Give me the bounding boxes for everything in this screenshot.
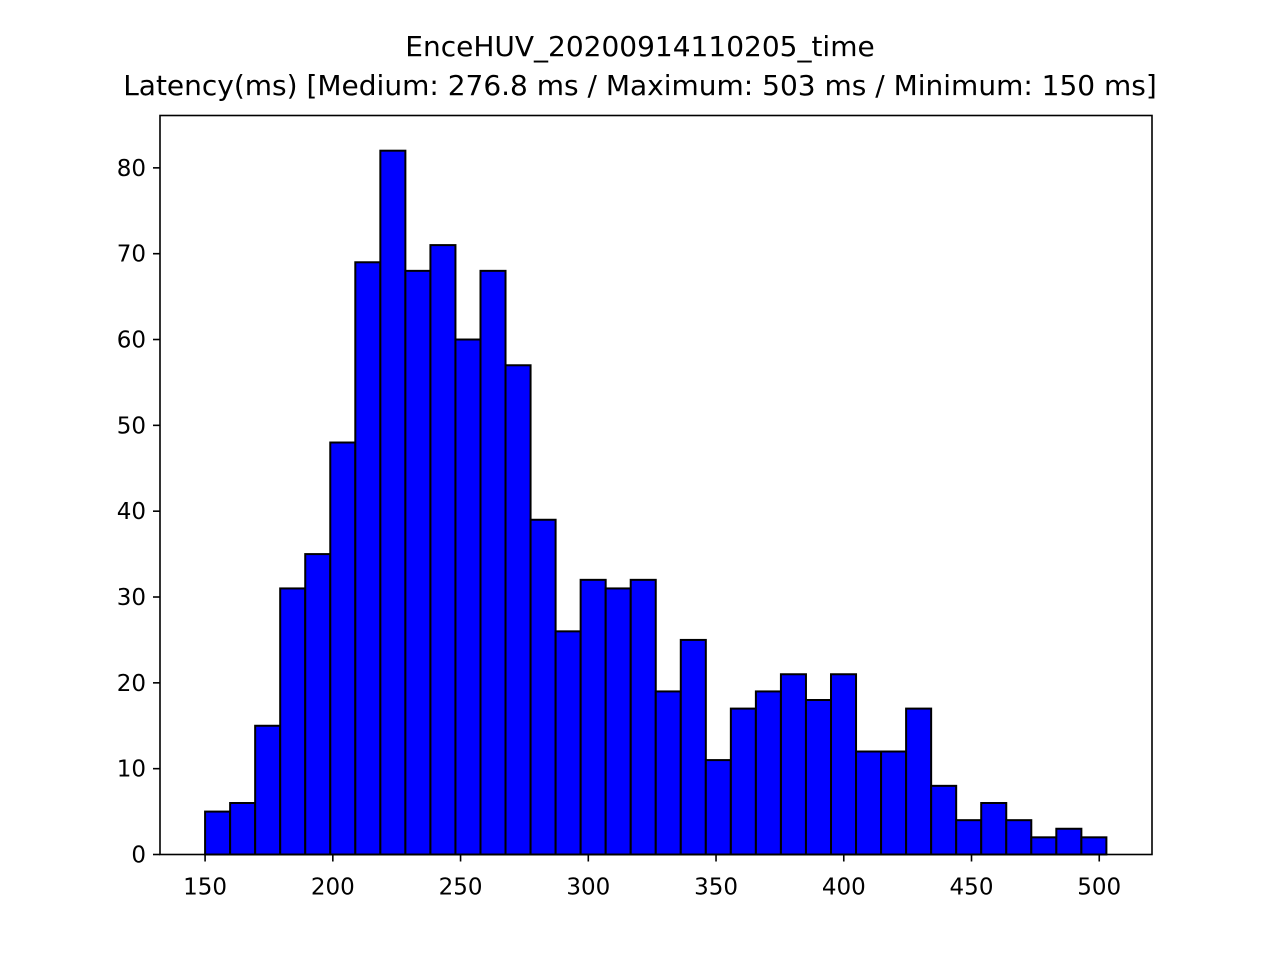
y-tick-label: 30 [117, 585, 146, 611]
histogram-bar [955, 819, 983, 856]
histogram-bar [429, 244, 457, 856]
histogram-bar [529, 518, 557, 856]
histogram-bar [729, 707, 757, 856]
histogram-bar [554, 630, 582, 856]
histogram-bar [604, 587, 632, 856]
histogram-bar [354, 261, 382, 856]
chart-subtitle: Latency(ms) [Medium: 276.8 ms / Maximum:… [123, 69, 1157, 102]
y-tick-label: 20 [117, 671, 146, 697]
histogram-bar [479, 269, 507, 856]
histogram-bar [629, 578, 657, 856]
histogram-bar [204, 810, 232, 856]
histogram-bar [880, 750, 908, 856]
histogram-bar [1030, 836, 1058, 856]
histogram-bar [679, 638, 707, 856]
histogram-bar [379, 149, 407, 856]
x-tick-label: 200 [311, 875, 355, 901]
histogram-bar [980, 802, 1008, 856]
y-tick-label: 50 [117, 413, 146, 439]
histogram-bar [304, 553, 332, 856]
x-tick-label: 350 [694, 875, 738, 901]
histogram-bar [930, 784, 958, 856]
y-tick-label: 60 [117, 328, 146, 354]
histogram-bar [855, 750, 883, 856]
histogram-bar [779, 673, 807, 856]
y-tick-label: 70 [117, 242, 146, 268]
histogram-bar [579, 578, 607, 856]
histogram-bar [654, 690, 682, 856]
x-tick-label: 400 [822, 875, 866, 901]
histogram-bar [829, 673, 858, 856]
histogram-bar [454, 338, 482, 856]
histogram-bar [229, 802, 257, 856]
x-tick-label: 500 [1077, 875, 1121, 901]
y-tick-label: 40 [117, 499, 146, 525]
histogram-bar [1055, 827, 1083, 856]
x-axis: 150 200 250 300 350 400 450 500 [183, 854, 1121, 901]
histogram-bar [804, 699, 832, 856]
plot-frame [159, 114, 1153, 856]
x-tick-label: 450 [950, 875, 994, 901]
histogram-bar [329, 441, 357, 856]
histogram-bar [404, 269, 432, 856]
y-tick-label: 10 [117, 757, 146, 783]
y-axis: 0 10 20 30 40 50 60 70 80 [117, 156, 160, 869]
chart-title: EnceHUV_20200914110205_time [405, 30, 875, 63]
histogram-bar [704, 759, 732, 856]
y-tick-label: 80 [117, 156, 146, 182]
bar-group [204, 149, 1108, 856]
x-tick-label: 300 [566, 875, 610, 901]
x-tick-label: 150 [183, 875, 227, 901]
histogram-bar [279, 587, 307, 856]
histogram-bar [1080, 836, 1108, 856]
y-tick-label: 0 [131, 843, 146, 869]
histogram-bar [504, 364, 532, 856]
histogram-bar [905, 707, 933, 856]
histogram-bar [1005, 819, 1033, 856]
x-tick-label: 250 [439, 875, 483, 901]
histogram-bar [254, 724, 282, 856]
histogram-bar [754, 690, 782, 856]
